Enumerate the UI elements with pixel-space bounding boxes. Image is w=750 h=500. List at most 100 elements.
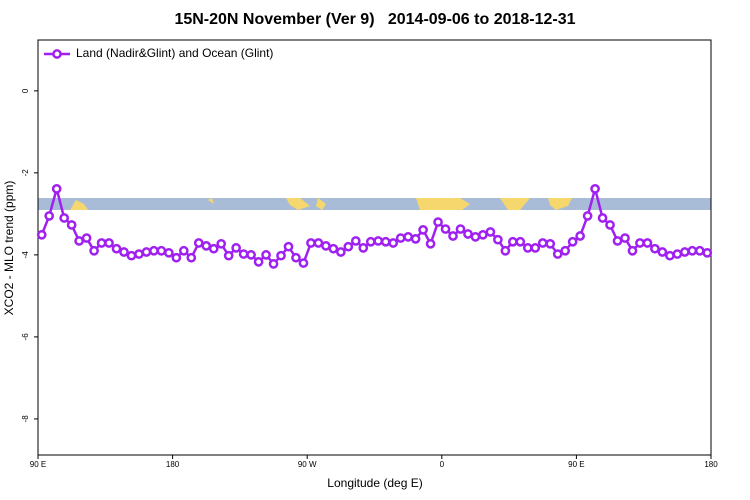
data-point	[642, 238, 653, 248]
data-point	[463, 229, 473, 239]
data-point	[635, 238, 645, 248]
data-point	[515, 236, 526, 247]
data-point	[343, 241, 354, 252]
data-point	[171, 252, 182, 263]
data-point	[380, 236, 391, 247]
data-point	[223, 250, 234, 261]
legend: Land (Nadir&Glint) and Ocean (Glint)	[44, 46, 273, 60]
data-point	[36, 229, 47, 240]
data-point	[694, 245, 705, 256]
x-tick-label: 90 W	[298, 460, 317, 469]
data-point	[81, 233, 92, 243]
data-point	[650, 243, 660, 254]
data-point	[149, 245, 159, 256]
data-point	[268, 259, 279, 269]
x-tick-label: 180	[166, 460, 180, 469]
data-point	[201, 241, 212, 251]
data-point	[522, 243, 533, 253]
data-point	[478, 229, 488, 240]
data-point	[665, 250, 675, 261]
data-point	[425, 238, 436, 249]
data-point	[507, 236, 518, 247]
data-point	[134, 249, 144, 259]
data-point	[89, 245, 99, 256]
data-point	[141, 247, 152, 257]
data-point	[418, 225, 428, 235]
data-point	[283, 241, 294, 252]
data-point	[156, 245, 167, 256]
data-point	[388, 238, 399, 248]
data-point	[164, 247, 174, 258]
data-point	[470, 231, 481, 242]
data-point	[246, 250, 256, 260]
data-point	[612, 236, 623, 246]
data-point	[403, 231, 413, 242]
data-point	[358, 243, 369, 253]
data-point	[672, 249, 683, 259]
data-point	[582, 211, 593, 221]
data-point	[111, 243, 122, 254]
data-point	[306, 238, 316, 248]
data-point	[702, 247, 713, 258]
x-tick-label: 90 E	[30, 460, 46, 469]
data-point	[410, 234, 421, 244]
data-point	[178, 245, 189, 256]
data-point	[373, 236, 384, 246]
data-point	[126, 250, 137, 261]
legend-marker	[52, 49, 62, 59]
data-point	[567, 236, 578, 247]
data-point	[350, 236, 361, 246]
data-point	[44, 211, 55, 221]
data-point	[321, 241, 331, 251]
data-point	[74, 236, 84, 246]
data-point	[328, 243, 339, 254]
legend-label: Land (Nadir&Glint) and Ocean (Glint)	[76, 46, 273, 60]
data-point	[238, 249, 249, 259]
y-axis-label: XCO2 - MLO trend (ppm)	[2, 181, 16, 316]
data-point	[395, 233, 406, 243]
data-point	[66, 220, 77, 230]
data-point	[291, 252, 301, 263]
data-point	[186, 252, 197, 263]
data-point	[657, 247, 668, 257]
data-point	[96, 238, 107, 248]
data-point	[493, 234, 503, 245]
data-point	[433, 217, 443, 227]
data-point	[119, 247, 129, 257]
data-point	[485, 227, 496, 237]
x-tick-label: 90 E	[568, 460, 584, 469]
y-tick-label: -6	[21, 333, 30, 341]
x-tick-label: 0	[440, 460, 445, 469]
data-point	[208, 243, 219, 254]
map-strip	[38, 198, 711, 210]
data-point	[605, 220, 615, 230]
data-point	[59, 213, 70, 223]
data-point	[193, 238, 204, 248]
data-point	[500, 245, 511, 256]
data-point	[575, 231, 585, 241]
plot-frame	[37, 39, 712, 456]
chart-title: 15N-20N November (Ver 9) 2014-09-06 to 2…	[174, 11, 575, 28]
data-point	[687, 245, 698, 256]
x-tick-label: 180	[704, 460, 718, 469]
data-point	[620, 233, 630, 243]
data-point	[298, 258, 309, 268]
data-point	[231, 243, 242, 253]
data-point	[530, 243, 541, 253]
data-point	[448, 231, 458, 241]
data-point	[590, 184, 600, 194]
y-tick-label: 0	[21, 88, 30, 93]
data-point	[440, 224, 451, 234]
data-point	[313, 238, 324, 248]
x-axis-label: Longitude (deg E)	[327, 476, 422, 490]
data-point	[261, 250, 271, 260]
y-tick-label: -8	[21, 415, 30, 423]
data-point	[455, 224, 466, 234]
data-point	[253, 257, 264, 267]
data-point	[276, 250, 286, 261]
data-point	[545, 238, 556, 249]
y-tick-label: -4	[21, 251, 30, 259]
data-point	[216, 238, 227, 249]
data-point	[560, 245, 571, 256]
